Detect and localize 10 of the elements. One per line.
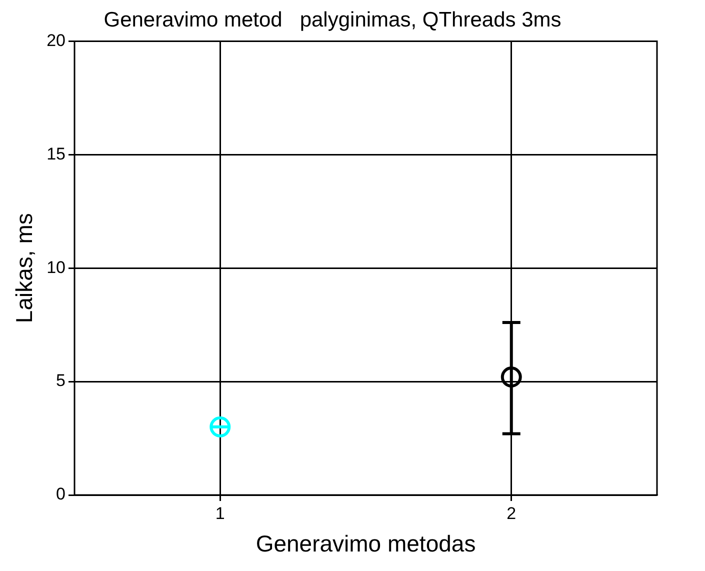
y-tick-label: 5	[56, 371, 66, 390]
x-axis-title: Generavimo metodas	[256, 530, 476, 557]
y-tick-label: 0	[56, 484, 66, 504]
y-tick-label: 10	[46, 258, 66, 277]
x-tick-label: 2	[506, 504, 516, 523]
x-tick-label: 1	[215, 504, 225, 523]
y-tick-label: 20	[46, 30, 66, 50]
chart-title: Generavimo metod palyginimas, QThreads 3ms	[104, 8, 562, 32]
y-tick-label: 15	[46, 144, 66, 164]
y-axis-title: Laikas, ms	[11, 213, 38, 324]
